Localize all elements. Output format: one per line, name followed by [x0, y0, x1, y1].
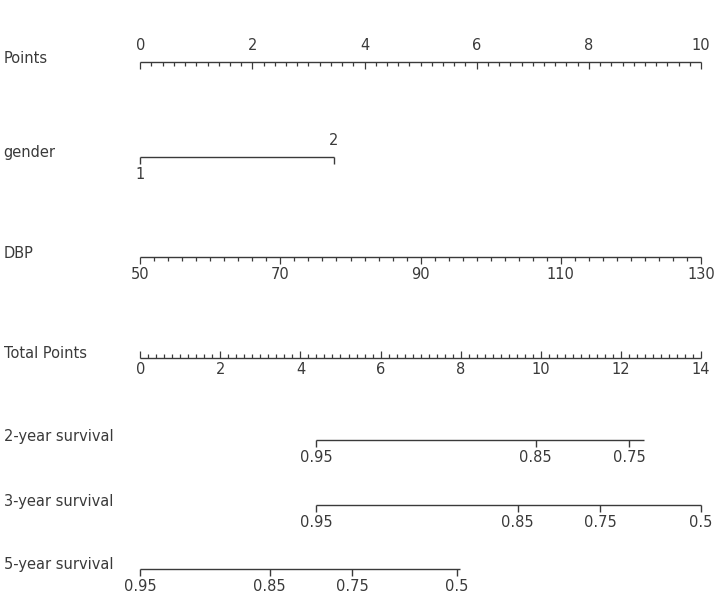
Text: 90: 90 — [411, 267, 430, 282]
Text: 0.75: 0.75 — [613, 450, 646, 465]
Text: 0.95: 0.95 — [300, 450, 333, 465]
Text: 2: 2 — [247, 38, 257, 53]
Text: 130: 130 — [687, 267, 715, 282]
Text: 110: 110 — [547, 267, 574, 282]
Text: 8: 8 — [456, 362, 465, 376]
Text: 10: 10 — [692, 38, 710, 53]
Text: 4: 4 — [296, 362, 305, 376]
Text: gender: gender — [4, 145, 55, 160]
Text: 12: 12 — [612, 362, 631, 376]
Text: Total Points: Total Points — [4, 346, 86, 361]
Text: 6: 6 — [472, 38, 481, 53]
Text: 8: 8 — [585, 38, 593, 53]
Text: 0.95: 0.95 — [300, 515, 333, 530]
Text: 1: 1 — [136, 167, 145, 181]
Text: 0.75: 0.75 — [336, 579, 369, 591]
Text: 0.5: 0.5 — [445, 579, 468, 591]
Text: 70: 70 — [271, 267, 290, 282]
Text: 10: 10 — [531, 362, 550, 376]
Text: 0: 0 — [135, 362, 145, 376]
Text: Points: Points — [4, 51, 47, 66]
Text: 0.75: 0.75 — [584, 515, 617, 530]
Text: 0.5: 0.5 — [690, 515, 713, 530]
Text: DBP: DBP — [4, 246, 34, 261]
Text: 0.85: 0.85 — [253, 579, 286, 591]
Text: 2: 2 — [329, 132, 339, 148]
Text: 0.85: 0.85 — [519, 450, 552, 465]
Text: 2-year survival: 2-year survival — [4, 429, 113, 444]
Text: 4: 4 — [360, 38, 369, 53]
Text: 0.95: 0.95 — [124, 579, 157, 591]
Text: 0.85: 0.85 — [501, 515, 534, 530]
Text: 5-year survival: 5-year survival — [4, 557, 113, 572]
Text: 2: 2 — [216, 362, 225, 376]
Text: 0: 0 — [135, 38, 145, 53]
Text: 6: 6 — [376, 362, 385, 376]
Text: 3-year survival: 3-year survival — [4, 494, 113, 509]
Text: 14: 14 — [692, 362, 710, 376]
Text: 50: 50 — [131, 267, 150, 282]
